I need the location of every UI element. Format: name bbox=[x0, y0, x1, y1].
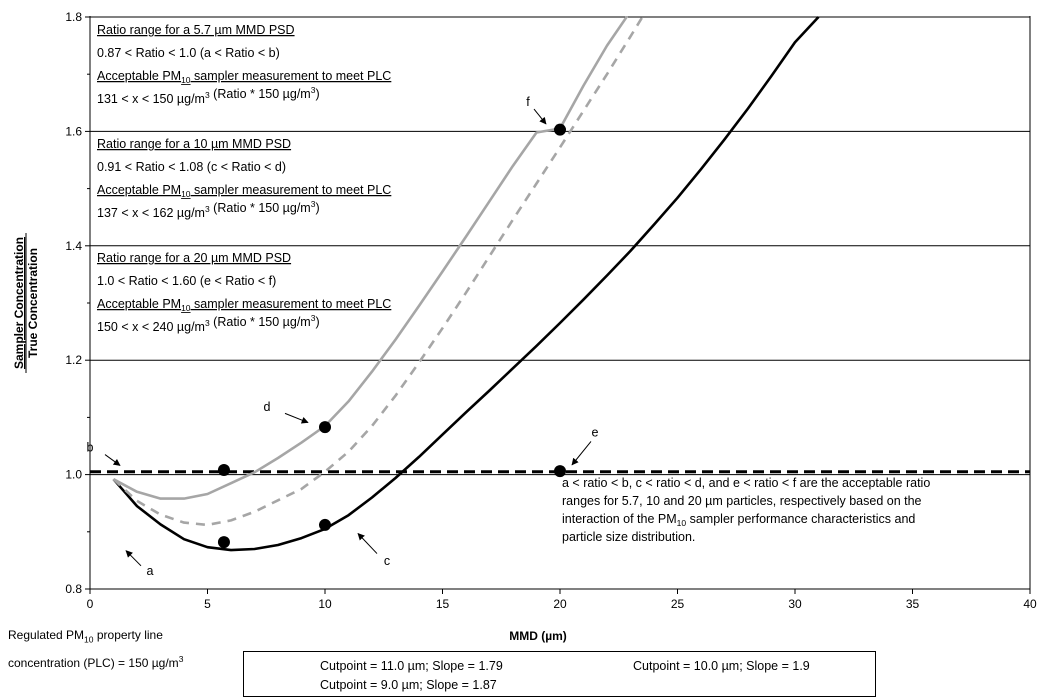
point-label-f: f bbox=[526, 95, 530, 109]
legend-item-series-0: Cutpoint = 11.0 µm; Slope = 1.79 bbox=[260, 659, 503, 673]
arrow-d bbox=[284, 412, 309, 424]
x-tick-label: 5 bbox=[204, 597, 211, 611]
arrow-e bbox=[571, 441, 592, 466]
x-tick-label: 25 bbox=[671, 597, 685, 611]
series-group bbox=[90, 0, 1032, 552]
arrow-b bbox=[104, 454, 121, 466]
y-tick-label: 1.8 bbox=[65, 10, 82, 24]
annotation-line: Ratio range for a 20 µm MMD PSD bbox=[97, 251, 291, 265]
point-b bbox=[217, 464, 230, 477]
x-tick-label: 0 bbox=[87, 597, 94, 611]
x-axis-label: MMD (µm) bbox=[509, 629, 567, 643]
point-f bbox=[554, 123, 566, 136]
point-label-d: d bbox=[264, 400, 271, 414]
point-label-c: c bbox=[384, 554, 390, 568]
axis-labels: MMD (µm) Sampler Concentration True Concen… bbox=[12, 233, 567, 643]
legend-label-series-2: Cutpoint = 9.0 µm; Slope = 1.87 bbox=[320, 678, 497, 692]
arrow-c bbox=[357, 533, 378, 554]
note-line: interaction of the PM10 sampler performa… bbox=[562, 512, 915, 528]
x-tick-label: 10 bbox=[318, 597, 332, 611]
legend: Cutpoint = 11.0 µm; Slope = 1.79 Cutpoin… bbox=[243, 651, 876, 697]
x-tick-label: 30 bbox=[788, 597, 802, 611]
arrow-a bbox=[125, 550, 142, 567]
annotation-line: Ratio range for a 5.7 µm MMD PSD bbox=[97, 23, 295, 37]
point-a bbox=[217, 536, 230, 549]
annotation-line: Acceptable PM10 sampler measurement to m… bbox=[97, 69, 391, 85]
axes bbox=[89, 16, 1031, 590]
plc-label-line-2: concentration (PLC) = 150 µg/m3 bbox=[8, 653, 184, 670]
x-tick-label: 40 bbox=[1023, 597, 1037, 611]
annotation-line: 0.91 < Ratio < 1.08 (c < Ratio < d) bbox=[97, 160, 286, 174]
y-axis-label-numerator: Sampler Concentration bbox=[12, 237, 26, 369]
points-group: abcdef bbox=[87, 95, 599, 578]
grid-lines bbox=[90, 16, 1030, 476]
annotation-line: Acceptable PM10 sampler measurement to m… bbox=[97, 297, 391, 313]
y-tick-label: 0.8 bbox=[65, 582, 82, 596]
annotation-line: Ratio range for a 10 µm MMD PSD bbox=[97, 137, 291, 151]
plc-label: Regulated PM10 property line concentrati… bbox=[8, 629, 183, 669]
x-tick-label: 15 bbox=[436, 597, 450, 611]
y-tick-label: 1.4 bbox=[65, 239, 82, 253]
annotation-line: 131 < x < 150 µg/m3 (Ratio * 150 µg/m3) bbox=[97, 85, 320, 106]
point-d bbox=[319, 421, 331, 434]
annotation-line: Acceptable PM10 sampler measurement to m… bbox=[97, 183, 391, 199]
annotations-group: Ratio range for a 5.7 µm MMD PSD 0.87 < R… bbox=[97, 23, 930, 544]
top-mask bbox=[90, 0, 1032, 16]
legend-label-series-0: Cutpoint = 11.0 µm; Slope = 1.79 bbox=[320, 659, 503, 673]
arrow-f bbox=[533, 108, 547, 125]
annotation-line: 0.87 < Ratio < 1.0 (a < Ratio < b) bbox=[97, 46, 280, 60]
annotation-line: 1.0 < Ratio < 1.60 (e < Ratio < f) bbox=[97, 274, 276, 288]
legend-item-series-1: Cutpoint = 10.0 µm; Slope = 1.9 bbox=[573, 659, 810, 673]
y-tick-label: 1.2 bbox=[65, 353, 82, 367]
plc-label-line-1: Regulated PM10 property line bbox=[8, 628, 163, 645]
annotation-line: 137 < x < 162 µg/m3 (Ratio * 150 µg/m3) bbox=[97, 199, 320, 220]
annotation-line: 150 < x < 240 µg/m3 (Ratio * 150 µg/m3) bbox=[97, 313, 320, 334]
note-line: a < ratio < b, c < ratio < d, and e < ra… bbox=[562, 476, 930, 490]
legend-item-series-2: Cutpoint = 9.0 µm; Slope = 1.87 bbox=[260, 678, 497, 692]
legend-label-series-1: Cutpoint = 10.0 µm; Slope = 1.9 bbox=[633, 659, 810, 673]
y-tick-label: 1.6 bbox=[65, 124, 82, 138]
point-label-a: a bbox=[147, 564, 154, 578]
note-line: ranges for 5.7, 10 and 20 µm particles, … bbox=[562, 494, 922, 508]
x-tick-label: 35 bbox=[906, 597, 920, 611]
y-axis-label-denominator: True Concentration bbox=[26, 248, 40, 358]
y-axis-label: Sampler Concentration True Concentration bbox=[12, 233, 40, 373]
x-tick-label: 20 bbox=[553, 597, 567, 611]
series-line-0 bbox=[112, 16, 820, 552]
series-line-2 bbox=[112, 10, 632, 500]
point-c bbox=[319, 518, 331, 531]
point-label-e: e bbox=[592, 425, 599, 439]
note-line: particle size distribution. bbox=[562, 530, 695, 544]
point-e bbox=[554, 465, 566, 478]
y-tick-label: 1.0 bbox=[65, 468, 82, 482]
